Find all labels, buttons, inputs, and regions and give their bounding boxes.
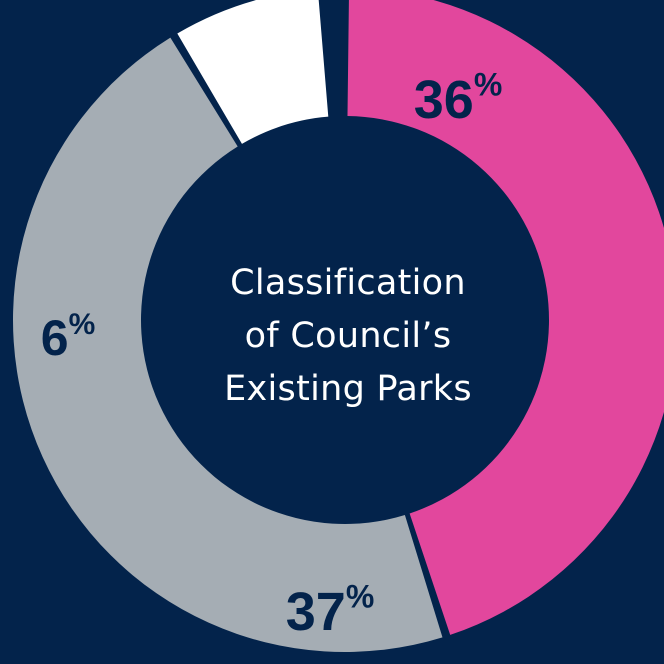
chart-title-line-3: Existing Parks — [224, 369, 472, 409]
donut-slice-3 — [177, 0, 329, 144]
chart-title: Classification of Council’s Existing Par… — [182, 257, 514, 416]
slice-label-3: 6% — [41, 308, 96, 366]
slice-label-1: 36% — [414, 66, 503, 130]
donut-slice-2 — [13, 37, 443, 652]
slice-label-2: 37% — [286, 578, 375, 642]
chart-title-line-1: Classification — [230, 263, 466, 303]
chart-title-line-2: of Council’s — [244, 316, 452, 356]
donut-slice-1 — [347, 0, 664, 635]
